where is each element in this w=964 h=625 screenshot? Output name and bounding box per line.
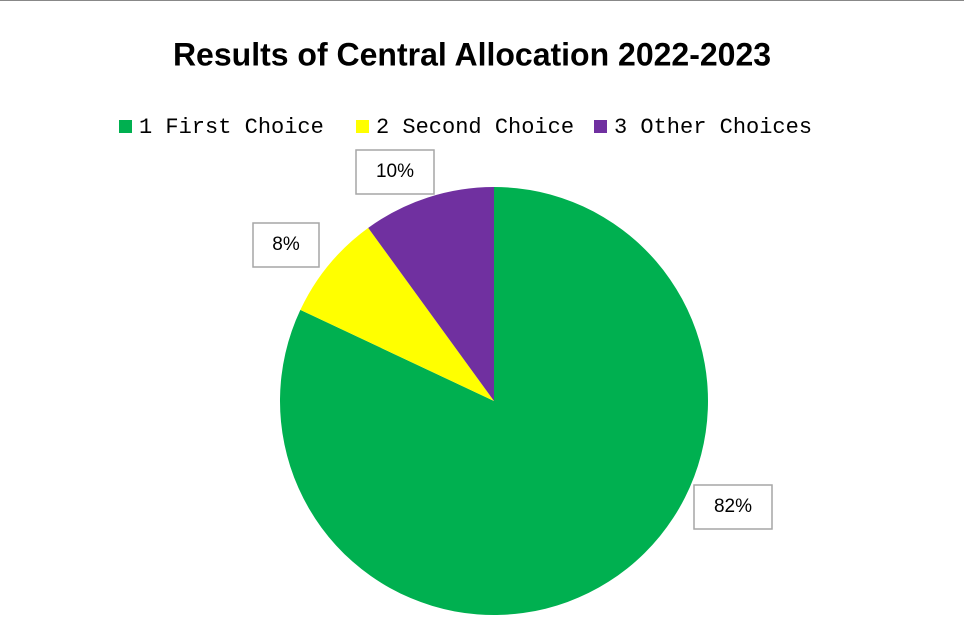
legend-label: 3 Other Choices xyxy=(614,115,812,140)
legend-swatch xyxy=(119,120,132,133)
data-label: 8% xyxy=(272,234,300,255)
legend-label: 1 First Choice xyxy=(139,115,324,140)
chart-title: Results of Central Allocation 2022-2023 xyxy=(173,36,771,72)
legend-swatch xyxy=(356,120,369,133)
legend-swatch xyxy=(594,120,607,133)
data-label: 82% xyxy=(714,496,752,517)
data-label: 10% xyxy=(376,161,414,182)
data-label-box xyxy=(693,484,773,530)
data-label-box xyxy=(355,149,435,195)
pie-slice xyxy=(368,187,494,401)
pie-slice xyxy=(300,227,494,401)
pie-slice xyxy=(280,187,709,615)
data-label-box xyxy=(252,222,320,268)
legend-label: 2 Second Choice xyxy=(376,115,574,140)
